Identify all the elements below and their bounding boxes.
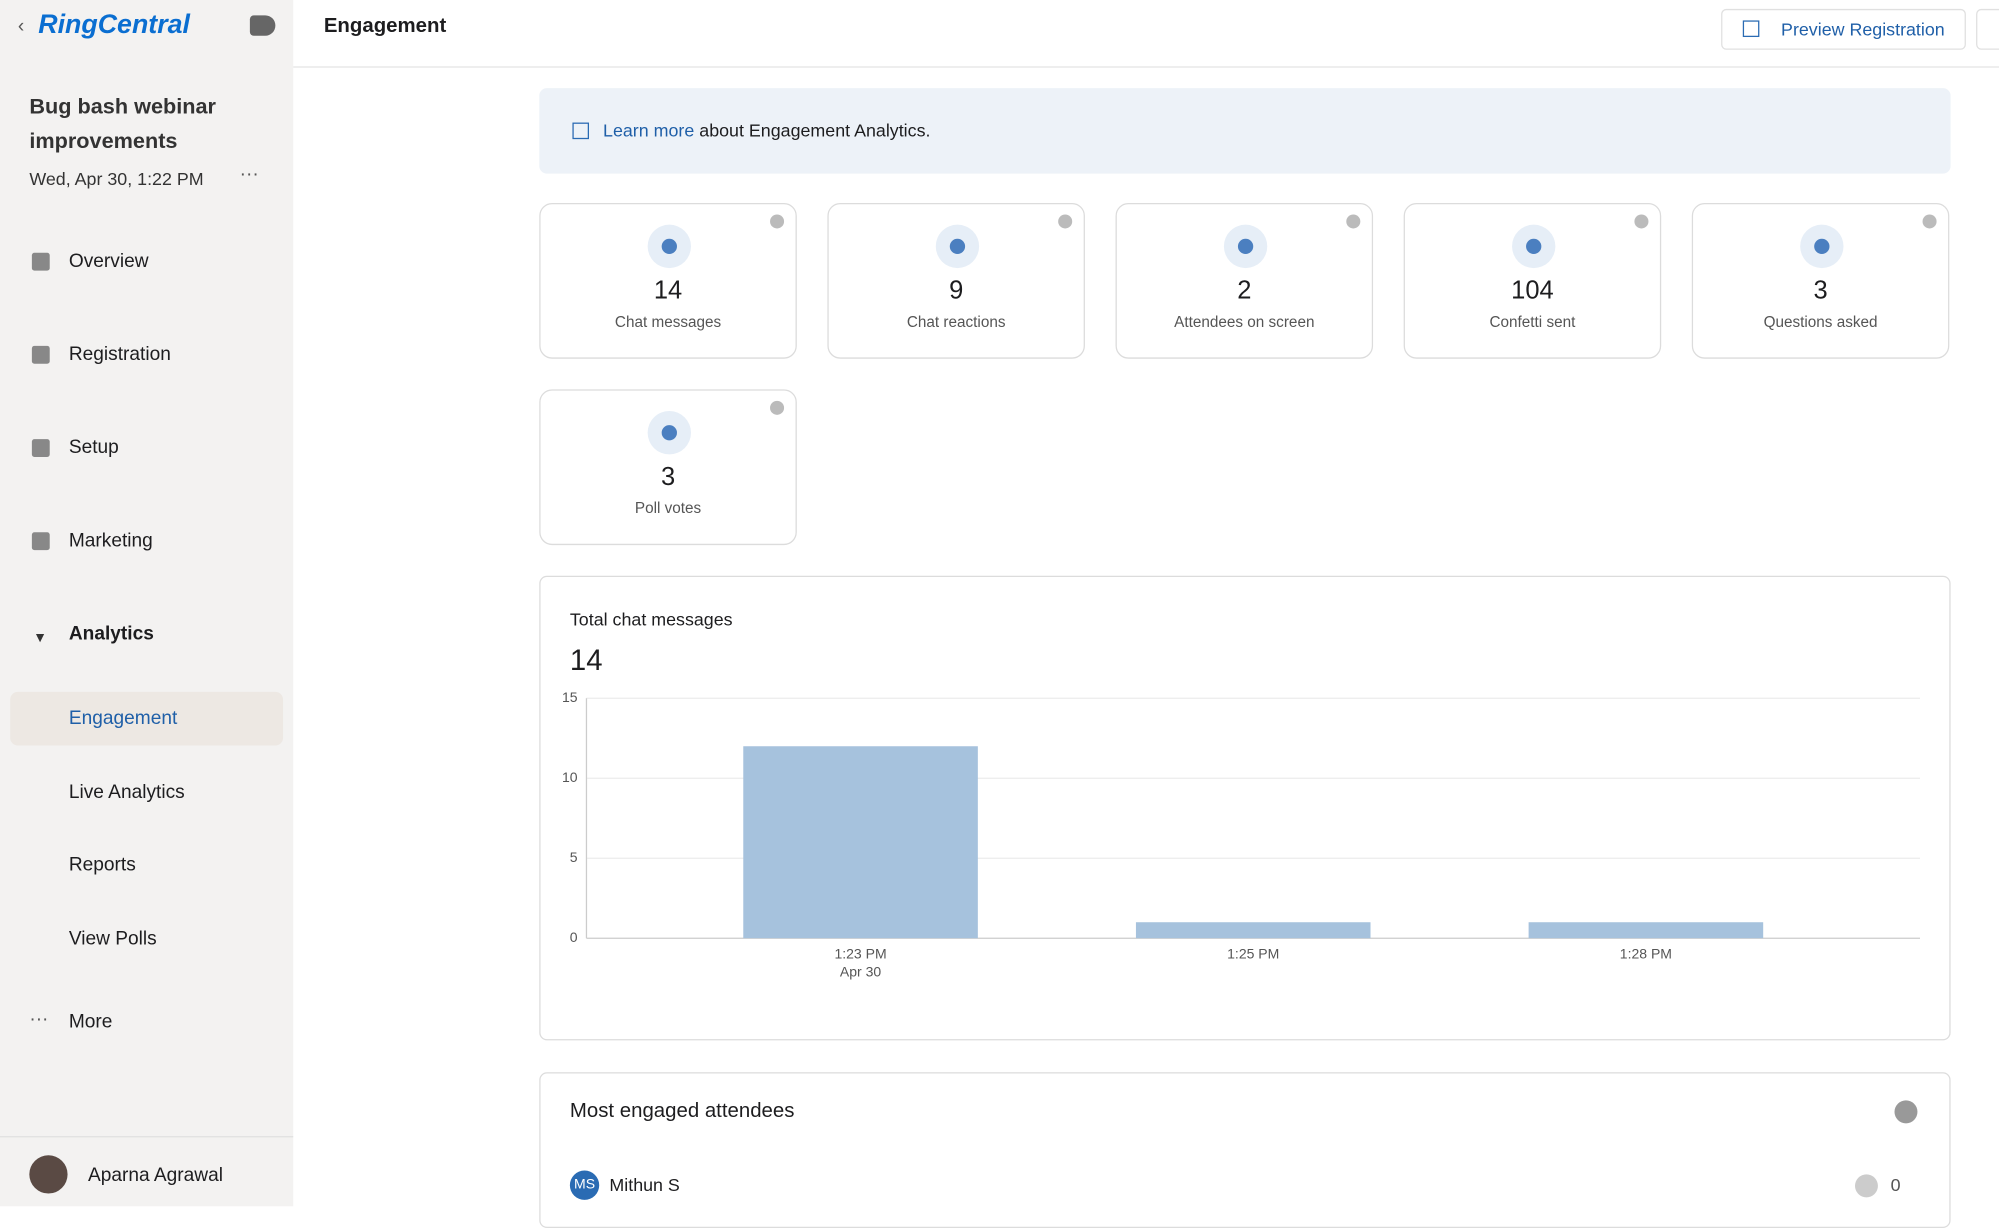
x-tick-label: 1:25 PM <box>1227 946 1279 962</box>
reaction-icon <box>1854 1174 1878 1198</box>
y-tick-label: 15 <box>562 689 578 705</box>
info-icon <box>770 400 785 415</box>
metric-icon <box>1223 224 1268 269</box>
x-tick-label: 1:23 PM <box>834 946 886 962</box>
announce-icon[interactable] <box>249 15 276 36</box>
back-arrow[interactable]: ‹ <box>17 15 25 38</box>
metric-label: Questions asked <box>1763 312 1878 331</box>
metric-card: 2 Attendees on screen <box>1115 202 1374 359</box>
metric-value: 104 <box>1511 277 1554 306</box>
header-border <box>293 66 1999 68</box>
preview-button[interactable]: Preview Registration <box>1721 8 1966 50</box>
preview-label: Preview Registration <box>1781 19 1945 40</box>
subnav-item[interactable]: View Polls <box>68 928 157 950</box>
metric-card: 9 Chat reactions <box>827 202 1085 359</box>
x-tick-label: Apr 30 <box>840 963 881 979</box>
nav-icon <box>31 345 50 364</box>
logo[interactable]: RingCentral <box>38 10 190 40</box>
user-avatar[interactable] <box>29 1155 68 1194</box>
chart-total: 14 <box>569 643 603 677</box>
metric-value: 9 <box>949 277 964 306</box>
nav-item[interactable]: Setup <box>68 436 119 459</box>
attendee-avatar: MS <box>569 1170 600 1200</box>
nav-icon <box>31 532 50 551</box>
info-banner: Learn more about Engagement Analytics. <box>539 88 1951 174</box>
metric-card: 3 Poll votes <box>539 389 797 546</box>
event-menu[interactable]: ··· <box>239 163 259 186</box>
nav-icon <box>31 252 50 271</box>
selected-bg <box>10 691 284 746</box>
y-tick-label: 5 <box>570 849 578 865</box>
banner-text: Learn more about Engagement Analytics. <box>603 120 930 140</box>
y-tick-label: 0 <box>570 929 578 945</box>
info-icon <box>1058 214 1073 229</box>
metric-icon <box>647 224 691 269</box>
divider <box>0 1136 294 1138</box>
metric-icon <box>1800 224 1844 269</box>
attendee-name: Mithun S <box>609 1174 680 1195</box>
chart-title: Total chat messages <box>569 608 733 630</box>
bar <box>1528 922 1764 939</box>
sidebar <box>0 0 294 1207</box>
nav-item[interactable]: Overview <box>68 250 149 272</box>
metric-icon <box>647 411 691 455</box>
user-name[interactable]: Aparna Agrawal <box>87 1164 223 1186</box>
chart-card: Total chat messages 14 <box>539 575 1951 1041</box>
external-icon <box>1742 20 1760 38</box>
metric-label: Poll votes <box>634 499 702 517</box>
learn-more-link[interactable]: Learn more <box>603 119 695 141</box>
subnav-item[interactable]: Engagement <box>68 707 178 729</box>
caret-icon: ▼ <box>33 630 48 646</box>
subnav-item[interactable]: Reports <box>68 853 136 876</box>
info-icon <box>1346 214 1361 229</box>
nav-item[interactable]: Analytics <box>68 622 154 645</box>
metric-value: 3 <box>1813 277 1828 306</box>
metric-card: 104 Confetti sent <box>1403 202 1662 359</box>
x-tick-label: 1:28 PM <box>1620 946 1672 962</box>
banner-copy: about Engagement Analytics. <box>699 119 931 141</box>
page-title: Engagement <box>323 15 447 38</box>
metric-card: 14 Chat messages <box>539 202 797 359</box>
event-date: Wed, Apr 30, 1:22 PM <box>29 168 204 189</box>
bar <box>743 746 978 939</box>
nav-icon <box>31 439 50 457</box>
info-icon <box>1634 214 1649 229</box>
metric-label: Attendees on screen <box>1174 312 1315 331</box>
external-icon <box>572 122 590 140</box>
metric-value: 2 <box>1237 277 1252 306</box>
attendees-title: Most engaged attendees <box>569 1100 795 1123</box>
info-icon[interactable] <box>1894 1100 1918 1124</box>
metric-value: 14 <box>653 277 683 306</box>
metric-label: Chat messages <box>614 312 722 331</box>
metric-icon <box>1512 224 1556 269</box>
bar <box>1135 922 1371 939</box>
nav-item[interactable]: Marketing <box>68 529 153 552</box>
metric-label: Chat reactions <box>906 312 1006 331</box>
metric-icon <box>935 224 980 269</box>
subnav-item[interactable]: Live Analytics <box>68 781 185 803</box>
next-button[interactable] <box>1976 8 1999 50</box>
metric-card: 3 Questions asked <box>1691 202 1950 359</box>
nav-item[interactable]: More <box>68 1010 113 1033</box>
metric-value: 3 <box>660 463 676 492</box>
info-icon <box>770 214 785 229</box>
info-icon <box>1922 214 1937 229</box>
event-title: Bug bash webinar improvements <box>29 94 216 154</box>
nav-item[interactable]: Registration <box>68 343 171 366</box>
metric-label: Confetti sent <box>1489 312 1576 331</box>
y-tick-label: 10 <box>562 769 578 785</box>
attendee-count: 0 <box>1890 1174 1901 1195</box>
more-icon: ··· <box>29 1008 49 1031</box>
